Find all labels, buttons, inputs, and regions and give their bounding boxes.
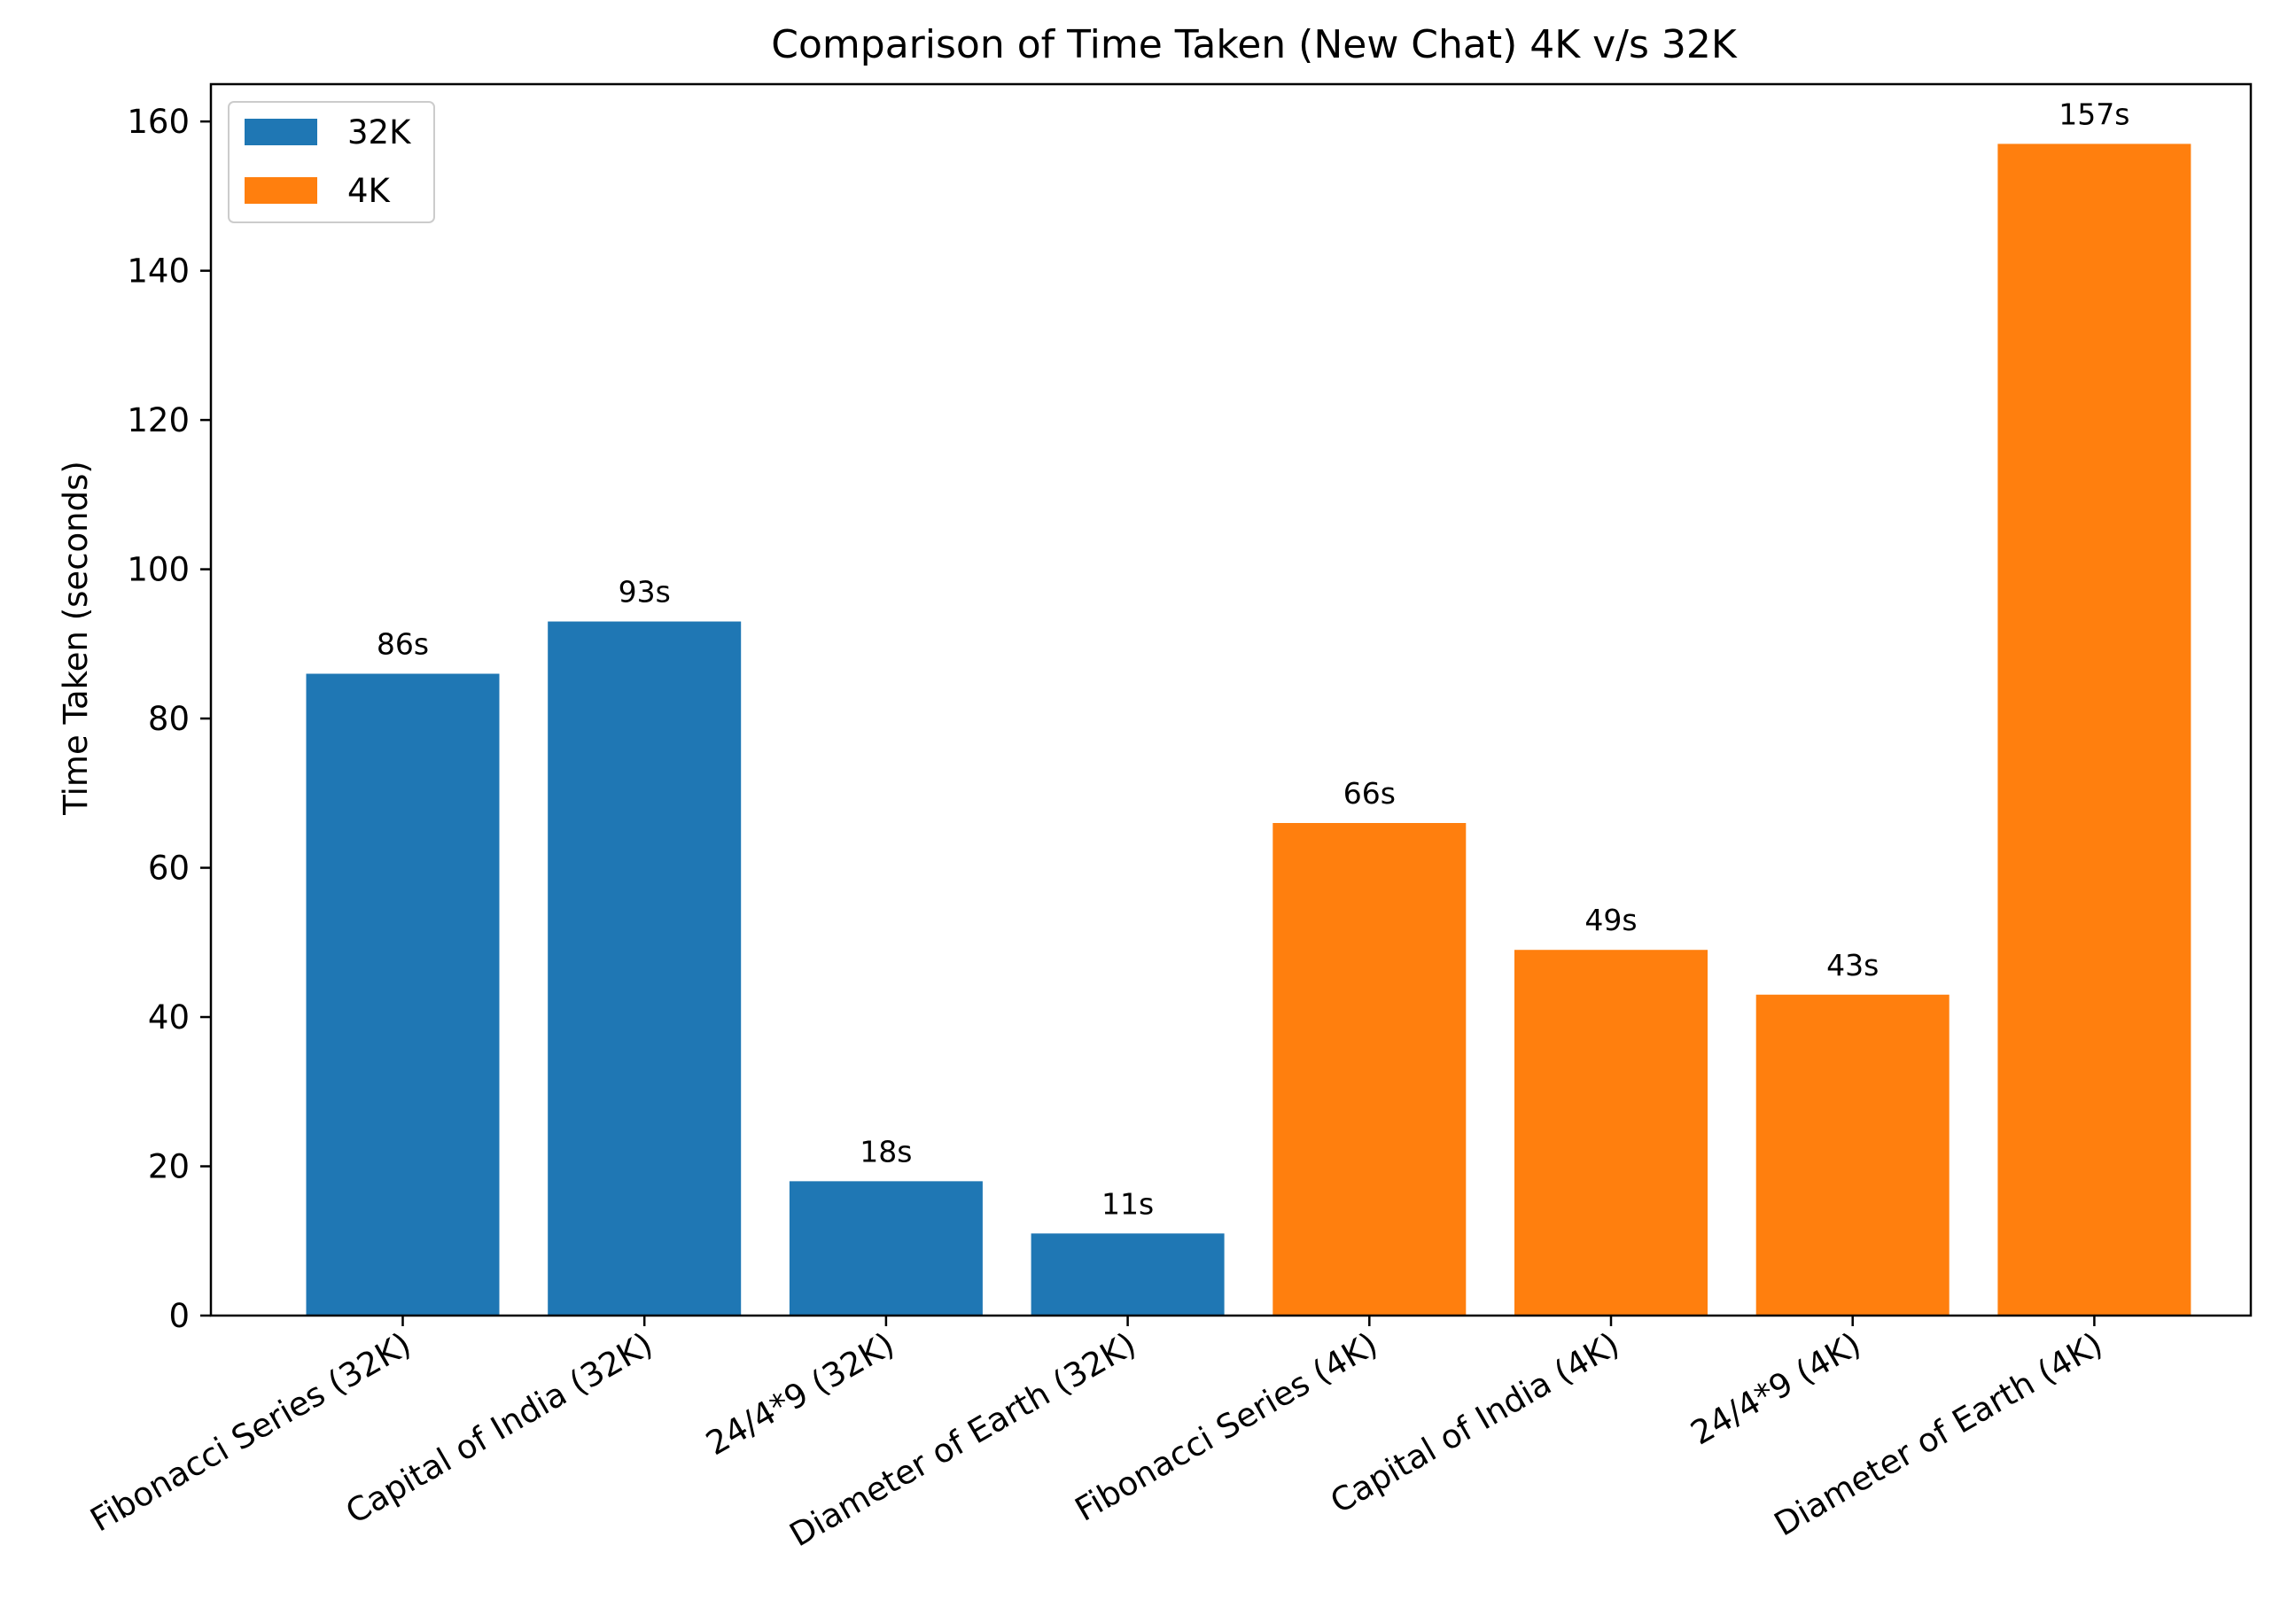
bar-7 (1755, 994, 1950, 1316)
bar-4 (1031, 1233, 1225, 1316)
bar-label-6: 49s (1584, 903, 1637, 937)
bar-label-1: 86s (377, 627, 429, 662)
x-axis-ticks: Fibonacci Series (32K)Capital of India (… (84, 1316, 2109, 1554)
y-tick-label: 100 (127, 551, 190, 589)
bar-label-4: 11s (1101, 1186, 1154, 1221)
bar-6 (1514, 950, 1708, 1316)
y-tick-label: 120 (127, 401, 190, 439)
y-axis-ticks: 0 20 40 60 80 100 120 140 160 (127, 103, 211, 1335)
bar-5 (1273, 823, 1467, 1316)
legend-swatch-2 (245, 177, 317, 204)
x-tick-label: 24/4*9 (4K) (1685, 1325, 1867, 1453)
chart-title: Comparison of Time Taken (New Chat) 4K v… (771, 22, 1738, 67)
y-tick-label: 20 (148, 1148, 190, 1186)
bar-label-5: 66s (1343, 776, 1396, 811)
bar-1 (306, 673, 500, 1316)
y-tick-label: 40 (148, 998, 190, 1037)
y-tick-label: 0 (168, 1297, 190, 1335)
plot-frame (209, 82, 2253, 1317)
legend-label-1: 32K (347, 113, 412, 151)
bar-label-8: 157s (2059, 97, 2129, 131)
y-tick-label: 140 (127, 252, 190, 291)
bar-2 (548, 621, 742, 1316)
bar-label-2: 93s (619, 575, 671, 610)
bar-label-3: 18s (860, 1134, 912, 1169)
legend-label-2: 4K (347, 172, 392, 210)
bar-label-7: 43s (1826, 948, 1879, 982)
y-tick-label: 60 (148, 850, 190, 888)
bar-3 (789, 1181, 983, 1316)
bar-labels-group: 86s 93s 18s 11s 66s 49s 43s 157s (377, 97, 2130, 1221)
x-tick-label: 24/4*9 (32K) (700, 1325, 901, 1464)
bars-group (306, 144, 2191, 1316)
bar-8 (1997, 144, 2191, 1316)
y-axis-label: Time Taken (seconds) (57, 461, 95, 816)
y-tick-label: 160 (127, 103, 190, 141)
legend-swatch-1 (245, 119, 317, 145)
y-tick-label: 80 (148, 700, 190, 738)
legend: 32K 4K (228, 101, 435, 223)
